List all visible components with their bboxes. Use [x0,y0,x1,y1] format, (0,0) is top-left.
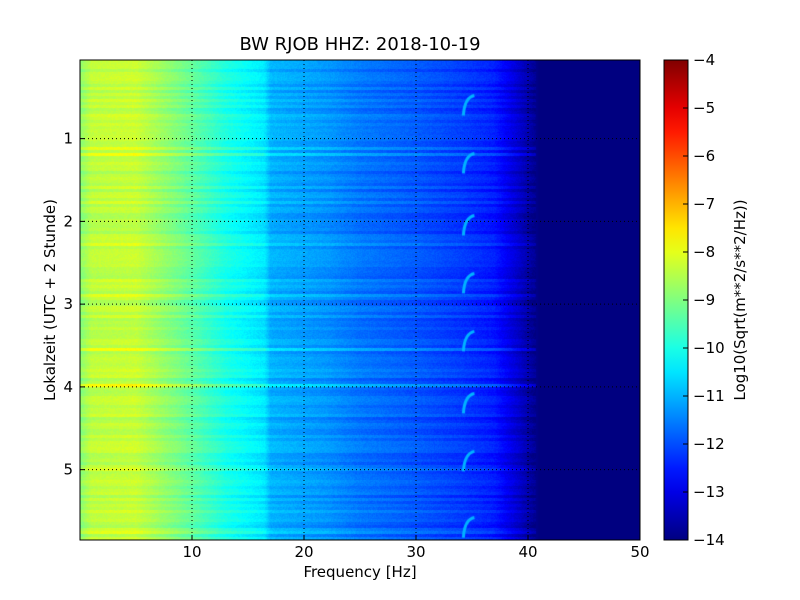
y-tick-label: 3 [63,295,73,313]
colorbar-tick-label: −10 [693,339,725,357]
x-tick-label: 20 [294,543,313,561]
x-tick-label: 50 [630,543,649,561]
colorbar-tick-label: −9 [693,291,715,309]
colorbar-tick-label: −7 [693,195,715,213]
y-tick-label: 5 [63,461,73,479]
colorbar-tick-label: −6 [693,147,715,165]
x-axis-label: Frequency [Hz] [303,563,416,581]
plot-frame [79,59,641,541]
plot-area: 10 20 30 40 50 1 2 3 4 5 [63,59,650,561]
y-tick-label: 4 [63,378,73,396]
x-axis-ticks: 10 20 30 40 50 [182,535,650,561]
y-tick-label: 2 [63,212,73,230]
chart-title: BW RJOB HHZ: 2018-10-19 [239,34,480,55]
y-axis-label: Lokalzeit (UTC + 2 Stunde) [41,199,59,401]
colorbar-tick-label: −11 [693,387,725,405]
colorbar: −4 −5 −6 −7 −8 −9 −10 −11 −12 −13 −14 Log10(Sqrt(m… [663,51,749,549]
spectrogram-heatmap [80,60,640,540]
x-tick-label: 40 [518,543,537,561]
colorbar-tick-label: −14 [693,531,725,549]
grid-lines [80,60,640,540]
colorbar-tick-label: −4 [693,51,715,69]
colorbar-tick-label: −5 [693,99,715,117]
colorbar-label: Log10(Sqrt(m**2/s**2/Hz)) [731,199,749,400]
colorbar-tick-label: −8 [693,243,715,261]
x-tick-label: 30 [406,543,425,561]
colorbar-ticks: −4 −5 −6 −7 −8 −9 −10 −11 −12 −13 −14 [683,51,725,549]
y-axis-ticks: 1 2 3 4 5 [63,130,85,479]
x-tick-label: 10 [182,543,201,561]
y-tick-label: 1 [63,130,73,148]
heatmap-container [80,60,640,540]
colorbar-tick-label: −12 [693,435,725,453]
colorbar-tick-label: −13 [693,483,725,501]
